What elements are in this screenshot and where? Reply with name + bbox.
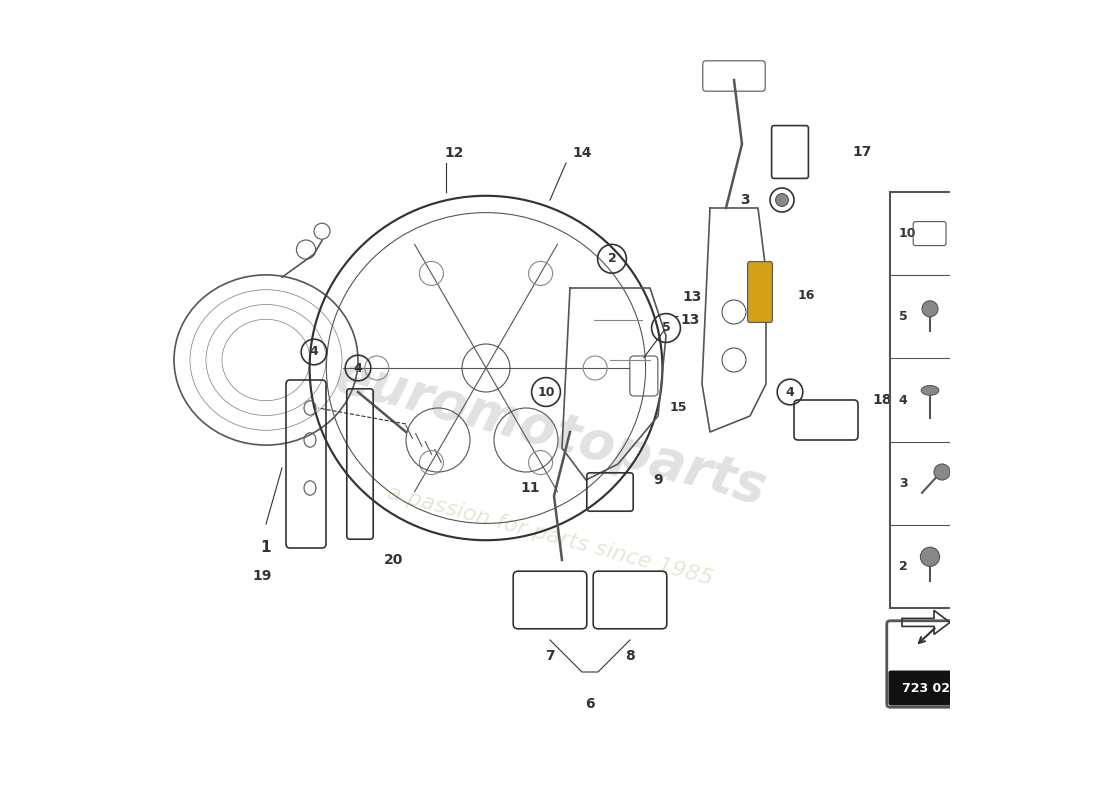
- Text: 723 02: 723 02: [902, 682, 950, 694]
- Ellipse shape: [921, 386, 938, 395]
- Text: 10: 10: [537, 386, 554, 398]
- Text: 19: 19: [252, 569, 272, 583]
- Text: 5: 5: [899, 310, 907, 323]
- Text: 10: 10: [899, 227, 916, 240]
- Text: 14: 14: [572, 146, 592, 160]
- Circle shape: [921, 547, 939, 566]
- Text: 3: 3: [899, 477, 907, 490]
- Text: 12: 12: [444, 146, 464, 160]
- Text: 15: 15: [669, 402, 686, 414]
- FancyBboxPatch shape: [748, 262, 772, 322]
- Text: 8: 8: [625, 649, 635, 663]
- Text: 2: 2: [607, 252, 616, 266]
- Text: 4: 4: [353, 362, 362, 374]
- Text: 18: 18: [872, 393, 892, 407]
- Text: 6: 6: [585, 697, 595, 711]
- Text: 11: 11: [520, 481, 540, 495]
- Circle shape: [776, 194, 789, 206]
- Text: 13: 13: [680, 313, 700, 327]
- Text: 4: 4: [785, 386, 794, 398]
- Text: 16: 16: [798, 290, 815, 302]
- Text: 4: 4: [309, 346, 318, 358]
- FancyBboxPatch shape: [889, 671, 962, 705]
- Text: 4: 4: [899, 394, 907, 406]
- Text: a passion for parts since 1985: a passion for parts since 1985: [385, 483, 715, 589]
- Circle shape: [934, 464, 950, 480]
- Circle shape: [922, 301, 938, 317]
- Text: 5: 5: [661, 322, 670, 334]
- Text: 7: 7: [546, 649, 554, 663]
- Text: 17: 17: [852, 145, 871, 159]
- Text: euromotoparts: euromotoparts: [329, 350, 771, 514]
- Text: 9: 9: [653, 473, 663, 487]
- Text: 20: 20: [384, 553, 404, 567]
- Text: 2: 2: [899, 560, 907, 573]
- Text: 13: 13: [682, 290, 702, 304]
- Text: 3: 3: [740, 193, 750, 207]
- Text: 1: 1: [261, 541, 272, 555]
